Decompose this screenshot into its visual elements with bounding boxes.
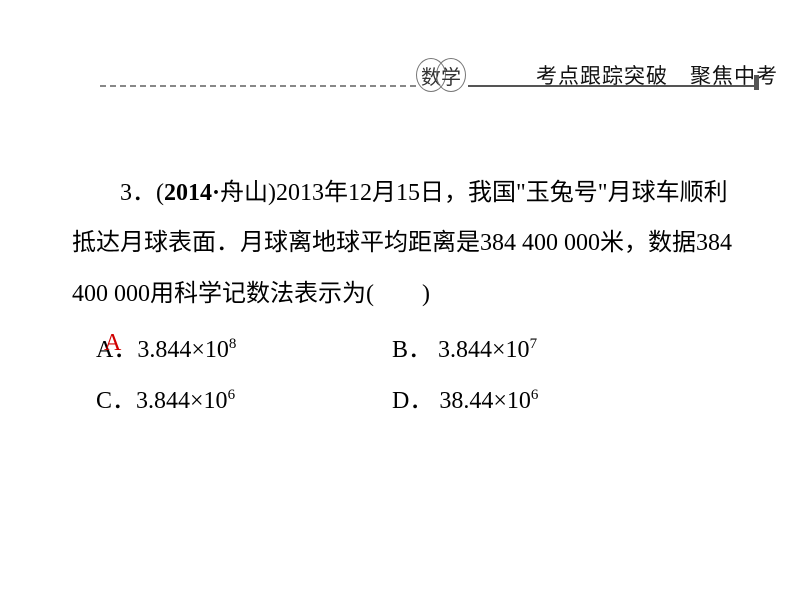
option-b-sep: ．	[408, 337, 432, 363]
subject-badge: 数 学	[416, 58, 468, 97]
option-a-exp: 8	[229, 336, 237, 352]
option-c-value: 3.844×10	[136, 388, 228, 414]
options-block: A．3.844×108 B． 3.844×107 C．3.844×106 D． …	[72, 325, 732, 426]
subject-char-2: 学	[436, 58, 466, 92]
option-d: D． 38.44×106	[392, 376, 538, 426]
header-end-mark	[754, 75, 759, 90]
option-b-label: B	[392, 337, 408, 363]
option-row-1: A．3.844×108 B． 3.844×107	[72, 325, 732, 375]
option-b-exp: 7	[530, 336, 538, 352]
option-c-exp: 6	[228, 387, 236, 403]
question-text: 3．(2014·舟山)2013年12月15日，我国"玉兔号"月球车顺利抵达月球表…	[72, 168, 732, 319]
option-d-label: D	[392, 388, 409, 414]
answer-mark: A	[104, 318, 121, 368]
header-subtitle: 考点跟踪突破 聚焦中考	[536, 60, 778, 90]
option-b-value: 3.844×10	[438, 337, 530, 363]
question-number: 3	[120, 180, 132, 206]
option-a-value: 3.844×10	[137, 337, 229, 363]
subject-circles: 数 学	[416, 58, 468, 92]
option-d-sep: ．	[409, 388, 433, 414]
option-c-label: C	[96, 388, 112, 414]
option-b: B． 3.844×107	[392, 325, 537, 375]
option-c-sep: ．	[112, 388, 136, 414]
question-sep: ．	[132, 180, 156, 206]
header-dashed-rule	[100, 85, 416, 87]
source-place: 舟山)	[220, 180, 276, 206]
option-row-2: C．3.844×106 D． 38.44×106	[72, 376, 732, 426]
question-block: 3．(2014·舟山)2013年12月15日，我国"玉兔号"月球车顺利抵达月球表…	[72, 168, 732, 426]
option-c: C．3.844×106	[72, 376, 392, 426]
option-d-value: 38.44×10	[439, 388, 531, 414]
source-year: 2014·	[164, 180, 220, 206]
option-d-exp: 6	[531, 387, 539, 403]
page-header: 数 学 考点跟踪突破 聚焦中考	[0, 58, 794, 94]
source-open: (	[156, 180, 164, 206]
